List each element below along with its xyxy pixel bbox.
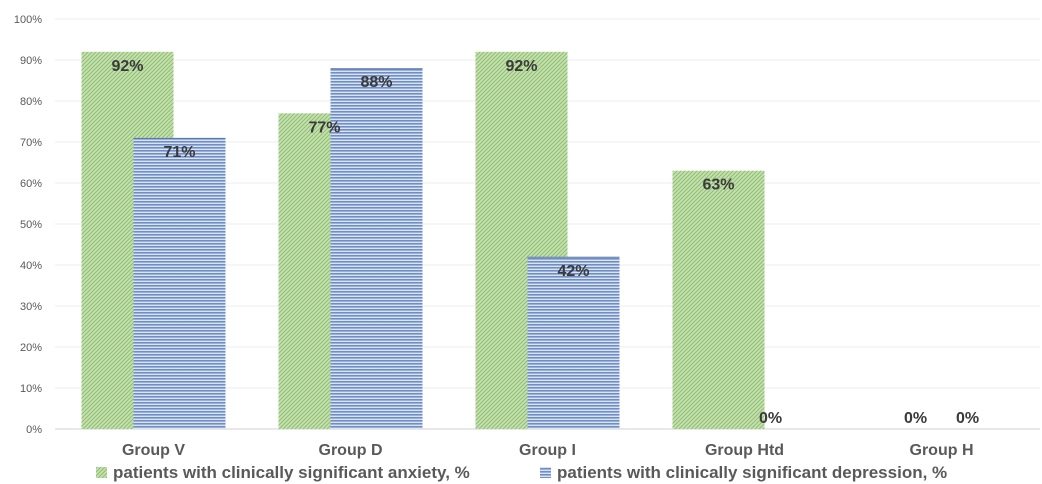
legend-swatch-depression (540, 467, 551, 478)
y-tick-label: 60% (20, 178, 42, 190)
x-tick-label: Group D (319, 442, 383, 459)
anxiety-data-label: 92% (111, 58, 143, 75)
depression-bar (330, 68, 423, 429)
depression-data-label: 42% (557, 263, 589, 280)
y-tick-label: 0% (26, 424, 42, 436)
x-tick-label: Group V (122, 442, 185, 459)
anxiety-bar (672, 170, 765, 429)
y-axis: 0% 10% 20% 30% 40% 50% 60% 70% 80% 90% 100% (14, 14, 42, 436)
x-axis: Group V Group D Group I Group Htd Group H (122, 442, 974, 459)
depression-data-label: 88% (360, 74, 392, 91)
legend-label-depression: patients with clinically significant dep… (557, 463, 947, 482)
y-tick-label: 20% (20, 342, 42, 354)
y-tick-label: 80% (20, 96, 42, 108)
anxiety-data-label: 77% (308, 119, 340, 136)
anxiety-data-label: 63% (702, 177, 734, 194)
y-tick-label: 100% (14, 14, 42, 26)
y-tick-label: 50% (20, 219, 42, 231)
x-tick-label: Group H (910, 442, 974, 459)
anxiety-data-label: 92% (505, 58, 537, 75)
x-tick-label: Group I (519, 442, 576, 459)
depression-bar (133, 137, 226, 429)
y-tick-label: 40% (20, 260, 42, 272)
depression-data-label: 0% (956, 410, 979, 427)
legend-swatch-anxiety (96, 467, 107, 478)
legend: patients with clinically significant anx… (96, 463, 947, 482)
y-tick-label: 30% (20, 301, 42, 313)
y-tick-label: 90% (20, 55, 42, 67)
data-labels: 92% 71% 77% 88% 92% 42% 63% 0% 0% 0% (111, 58, 979, 427)
anxiety-data-label: 0% (904, 410, 927, 427)
x-tick-label: Group Htd (705, 442, 784, 459)
depression-bar (527, 256, 620, 429)
legend-label-anxiety: patients with clinically significant anx… (113, 463, 470, 482)
depression-data-label: 0% (759, 410, 782, 427)
y-tick-label: 70% (20, 137, 42, 149)
depression-data-label: 71% (163, 144, 195, 161)
bars (81, 51, 765, 430)
y-tick-label: 10% (20, 383, 42, 395)
